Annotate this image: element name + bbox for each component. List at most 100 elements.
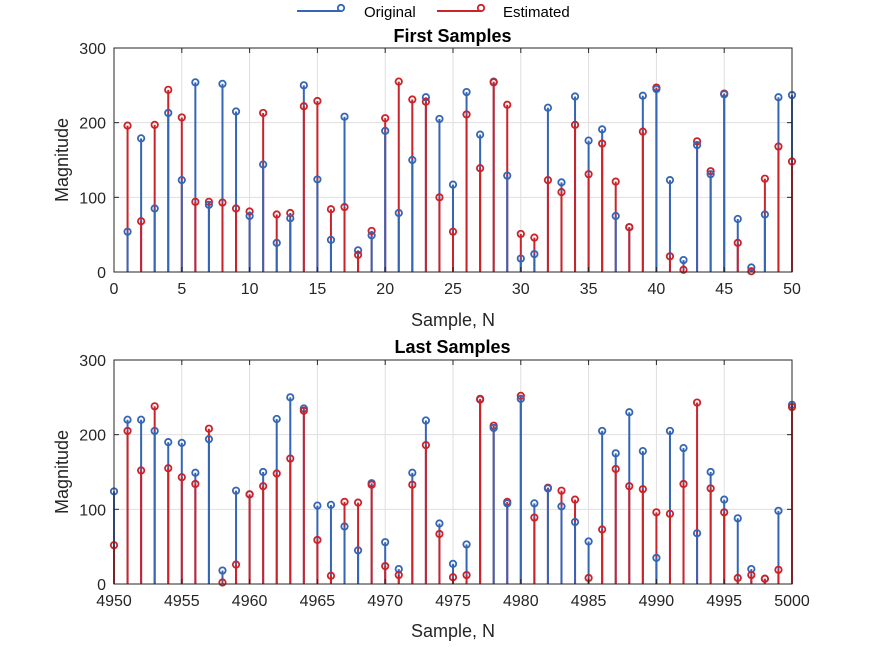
first-estimated-marker bbox=[774, 142, 783, 151]
first-estimated-marker bbox=[557, 188, 566, 197]
last-original-marker bbox=[543, 484, 553, 493]
first-original-marker bbox=[164, 108, 173, 118]
last-xtick-label: 4955 bbox=[164, 593, 200, 610]
last-original-marker bbox=[137, 415, 146, 424]
first-original-marker bbox=[394, 208, 403, 218]
last-estimated-marker bbox=[394, 570, 403, 580]
last-estimated-marker bbox=[218, 578, 227, 587]
last-original-marker bbox=[625, 408, 634, 417]
first-estimated-marker bbox=[123, 121, 132, 130]
first-estimated-marker bbox=[177, 113, 186, 122]
first-estimated-marker bbox=[733, 238, 742, 247]
first-estimated-marker bbox=[191, 197, 200, 206]
last-original-marker bbox=[381, 538, 390, 547]
last-original-marker bbox=[204, 435, 214, 444]
first-original-marker bbox=[326, 235, 336, 244]
first-estimated-marker bbox=[570, 120, 580, 130]
first-original-marker bbox=[286, 214, 295, 223]
last-estimated-marker bbox=[272, 469, 281, 478]
last-original-marker bbox=[150, 426, 159, 436]
first-estimated-marker bbox=[245, 207, 254, 216]
last-original-marker bbox=[692, 529, 702, 538]
last-estimated-marker bbox=[286, 454, 295, 463]
first-original-marker bbox=[204, 200, 214, 209]
first-original-marker bbox=[652, 84, 661, 94]
last-xtick-label: 4975 bbox=[435, 593, 471, 610]
last-original-marker bbox=[218, 566, 227, 575]
last-estimated-marker bbox=[733, 573, 742, 583]
last-estimated-marker bbox=[530, 513, 539, 522]
legend-original-marker bbox=[336, 3, 346, 13]
first-estimated-marker bbox=[679, 265, 688, 274]
last-estimated-marker bbox=[367, 480, 376, 489]
last-estimated-marker bbox=[760, 574, 769, 583]
first-estimated-marker bbox=[421, 97, 430, 106]
last-original-marker bbox=[313, 501, 322, 510]
last-original-marker bbox=[408, 468, 417, 477]
last-estimated-marker bbox=[164, 464, 173, 473]
last-estimated-marker bbox=[638, 485, 647, 494]
first-xtick-label: 30 bbox=[512, 281, 530, 298]
first-estimated-marker bbox=[299, 102, 308, 111]
first-ytick-label: 300 bbox=[79, 41, 106, 58]
first-original-marker bbox=[543, 103, 553, 112]
last-original-marker bbox=[570, 517, 580, 527]
first-estimated-marker bbox=[692, 137, 702, 146]
first-original-marker bbox=[259, 160, 268, 169]
last-original-marker bbox=[462, 540, 471, 549]
first-xtick-label: 15 bbox=[309, 281, 327, 298]
last-original-marker bbox=[353, 546, 363, 555]
last-estimated-marker bbox=[462, 570, 471, 580]
last-estimated-marker bbox=[137, 466, 146, 475]
first-original-marker bbox=[747, 263, 756, 272]
first-original-marker bbox=[313, 175, 322, 184]
first-estimated-marker bbox=[543, 176, 553, 185]
first-original-marker bbox=[435, 114, 444, 124]
first-samples-title: First Samples bbox=[393, 26, 511, 46]
first-original-marker bbox=[123, 227, 132, 236]
last-original-marker bbox=[435, 519, 444, 528]
first-original-marker bbox=[733, 214, 742, 224]
last-original-marker bbox=[530, 499, 539, 508]
first-estimated-marker bbox=[367, 226, 376, 236]
first-original-marker bbox=[448, 180, 458, 189]
first-original-marker bbox=[706, 170, 715, 179]
first-estimated-marker bbox=[435, 193, 444, 202]
last-original-marker bbox=[272, 414, 281, 424]
last-estimated-marker bbox=[665, 509, 675, 518]
last-xtick-label: 4995 bbox=[706, 593, 742, 610]
last-xtick-label: 4970 bbox=[367, 593, 403, 610]
last-original-marker bbox=[448, 559, 458, 568]
first-xtick-label: 5 bbox=[177, 281, 186, 298]
first-estimated-marker bbox=[164, 85, 173, 94]
last-samples-stems bbox=[109, 391, 797, 587]
first-original-marker bbox=[720, 90, 729, 99]
last-original-marker bbox=[652, 553, 661, 562]
last-estimated-marker bbox=[123, 426, 132, 436]
first-xtick-label: 40 bbox=[648, 281, 666, 298]
first-original-marker bbox=[665, 176, 675, 185]
first-original-marker bbox=[462, 87, 471, 97]
first-estimated-marker bbox=[408, 95, 417, 104]
last-original-marker bbox=[123, 415, 132, 424]
last-xtick-label: 4960 bbox=[232, 593, 268, 610]
last-estimated-marker bbox=[625, 482, 634, 491]
last-original-marker bbox=[665, 426, 675, 436]
last-estimated-marker bbox=[353, 498, 363, 507]
first-xtick-label: 0 bbox=[110, 281, 119, 298]
first-estimated-marker bbox=[625, 223, 634, 232]
last-ytick-label: 100 bbox=[79, 502, 106, 519]
last-original-marker bbox=[584, 537, 593, 546]
last-original-marker bbox=[340, 522, 349, 531]
first-original-marker bbox=[774, 93, 783, 102]
last-original-marker bbox=[421, 416, 430, 425]
first-original-marker bbox=[476, 130, 485, 139]
first-original-marker bbox=[191, 78, 200, 87]
last-estimated-marker bbox=[204, 424, 214, 433]
last-original-marker bbox=[733, 514, 742, 523]
first-original-marker bbox=[692, 140, 702, 150]
first-estimated-marker bbox=[503, 100, 512, 109]
last-estimated-marker bbox=[381, 561, 390, 571]
last-original-marker bbox=[598, 426, 607, 436]
